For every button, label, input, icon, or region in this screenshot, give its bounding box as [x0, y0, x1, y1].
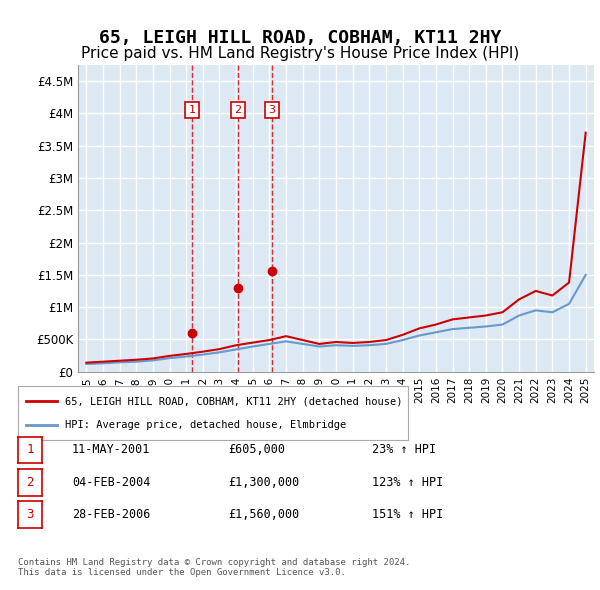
Text: 28-FEB-2006: 28-FEB-2006 — [72, 508, 151, 522]
Text: 65, LEIGH HILL ROAD, COBHAM, KT11 2HY (detached house): 65, LEIGH HILL ROAD, COBHAM, KT11 2HY (d… — [65, 396, 403, 407]
Text: 11-MAY-2001: 11-MAY-2001 — [72, 443, 151, 457]
Text: Price paid vs. HM Land Registry's House Price Index (HPI): Price paid vs. HM Land Registry's House … — [81, 45, 519, 61]
Text: 123% ↑ HPI: 123% ↑ HPI — [372, 476, 443, 489]
Text: 04-FEB-2004: 04-FEB-2004 — [72, 476, 151, 489]
Text: 2: 2 — [26, 476, 34, 489]
Text: 3: 3 — [26, 508, 34, 522]
Text: 3: 3 — [269, 105, 275, 115]
Text: 1: 1 — [26, 443, 34, 457]
Text: HPI: Average price, detached house, Elmbridge: HPI: Average price, detached house, Elmb… — [65, 419, 346, 430]
Text: £1,560,000: £1,560,000 — [228, 508, 299, 522]
Text: 65, LEIGH HILL ROAD, COBHAM, KT11 2HY: 65, LEIGH HILL ROAD, COBHAM, KT11 2HY — [99, 30, 501, 47]
Text: Contains HM Land Registry data © Crown copyright and database right 2024.
This d: Contains HM Land Registry data © Crown c… — [18, 558, 410, 577]
Text: 23% ↑ HPI: 23% ↑ HPI — [372, 443, 436, 457]
Text: 2: 2 — [234, 105, 241, 115]
Text: £1,300,000: £1,300,000 — [228, 476, 299, 489]
Text: 151% ↑ HPI: 151% ↑ HPI — [372, 508, 443, 522]
Text: 1: 1 — [188, 105, 196, 115]
Text: £605,000: £605,000 — [228, 443, 285, 457]
